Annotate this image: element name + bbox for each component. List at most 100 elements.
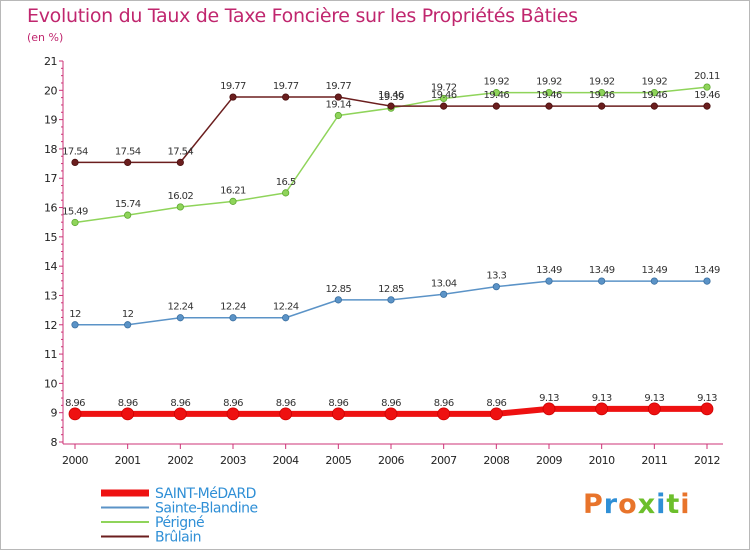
- data-point: [387, 102, 395, 110]
- data-label: 19.92: [536, 77, 562, 88]
- data-point: [124, 321, 132, 329]
- x-tick-label: 2011: [641, 454, 667, 467]
- x-tick-label: 2008: [483, 454, 509, 467]
- x-tick-label: 2007: [431, 454, 457, 467]
- data-point: [650, 102, 658, 110]
- data-point: [68, 407, 82, 421]
- data-label: 17.54: [62, 146, 88, 157]
- data-point: [229, 93, 237, 101]
- y-tick-label: 11: [44, 348, 57, 361]
- data-point: [598, 89, 606, 97]
- data-label: 9.13: [539, 393, 559, 404]
- y-tick-label: 14: [44, 260, 57, 273]
- data-point: [176, 314, 184, 322]
- y-tick-label: 13: [44, 289, 57, 302]
- data-point: [703, 277, 711, 285]
- data-label: 19.46: [431, 90, 457, 101]
- y-tick-label: 20: [44, 84, 57, 97]
- data-point: [703, 83, 711, 91]
- data-label: 19.46: [484, 90, 510, 101]
- data-point: [229, 197, 237, 205]
- y-tick-label: 21: [44, 55, 57, 68]
- data-point: [124, 211, 132, 219]
- data-point: [545, 89, 553, 97]
- data-label: 12: [122, 309, 134, 320]
- data-label: 19.92: [589, 77, 615, 88]
- data-label: 12.24: [273, 302, 299, 313]
- legend-label: SAINT-MéDARD: [155, 486, 256, 502]
- data-label: 13.04: [431, 278, 457, 289]
- data-label: 19.46: [642, 90, 668, 101]
- data-label: 12.85: [326, 284, 352, 295]
- chart-title: Evolution du Taux de Taxe Foncière sur l…: [27, 5, 578, 27]
- data-label: 8.96: [170, 398, 190, 409]
- legend-label: Sainte-Blandine: [155, 501, 258, 517]
- legend-label: Périgné: [155, 515, 204, 531]
- data-point: [440, 102, 448, 110]
- y-tick-label: 17: [44, 172, 57, 185]
- data-point: [71, 158, 79, 167]
- x-tick-label: 2003: [220, 454, 246, 467]
- data-point: [492, 89, 500, 97]
- data-point: [647, 402, 661, 416]
- data-label: 16.02: [168, 191, 194, 202]
- legend-label: Brûlain: [155, 530, 201, 546]
- x-tick-label: 2000: [62, 454, 88, 467]
- data-label: 8.96: [223, 398, 243, 409]
- logo-letter: i: [656, 489, 667, 520]
- logo-letter: x: [637, 489, 657, 520]
- data-label: 12.24: [220, 302, 246, 313]
- x-tick-label: 2009: [536, 454, 562, 467]
- data-label: 19.77: [273, 81, 299, 92]
- proxiti-logo[interactable]: Proxiti: [583, 489, 691, 520]
- data-label: 15.49: [62, 206, 88, 217]
- logo-letter: r: [603, 489, 619, 520]
- data-label: 19.77: [220, 81, 246, 92]
- data-label: 19.46: [536, 90, 562, 101]
- data-point: [124, 158, 132, 167]
- data-point: [440, 290, 448, 298]
- data-label: 19.92: [484, 77, 510, 88]
- data-label: 13.49: [536, 265, 562, 276]
- y-tick-label: 19: [44, 114, 57, 127]
- data-point: [542, 402, 556, 416]
- data-point: [71, 321, 79, 329]
- data-point: [71, 218, 79, 227]
- data-point: [176, 158, 184, 167]
- data-point: [545, 102, 553, 110]
- y-tick-label: 15: [44, 231, 57, 244]
- data-point: [226, 407, 240, 421]
- data-label: 8.96: [486, 398, 506, 409]
- data-label: 9.13: [697, 393, 717, 404]
- data-point: [282, 93, 290, 101]
- unit-label: (en %): [27, 31, 64, 44]
- y-tick-label: 16: [44, 202, 57, 215]
- x-tick-label: 2005: [325, 454, 351, 467]
- data-point: [492, 102, 500, 110]
- data-label: 13.49: [694, 265, 720, 276]
- data-point: [334, 111, 342, 120]
- data-point: [598, 277, 606, 285]
- data-label: 19.46: [694, 90, 720, 101]
- logo-letter: P: [583, 489, 604, 520]
- data-label: 19.14: [326, 100, 352, 111]
- data-point: [334, 93, 342, 101]
- data-label: 12.24: [168, 302, 194, 313]
- data-point: [437, 407, 451, 421]
- data-point: [598, 102, 606, 110]
- data-label: 19.46: [378, 90, 404, 101]
- data-point: [440, 94, 448, 103]
- data-label: 19.39: [378, 92, 404, 103]
- x-tick-label: 2010: [589, 454, 615, 467]
- x-tick-label: 2012: [694, 454, 720, 467]
- data-label: 13.49: [642, 265, 668, 276]
- data-label: 19.46: [589, 90, 615, 101]
- data-label: 12.85: [378, 284, 404, 295]
- data-point: [700, 402, 714, 416]
- x-tick-label: 2001: [115, 454, 141, 467]
- y-tick-label: 8: [51, 436, 58, 449]
- data-label: 8.96: [328, 398, 348, 409]
- data-point: [489, 407, 503, 421]
- data-label: 13.3: [486, 271, 506, 282]
